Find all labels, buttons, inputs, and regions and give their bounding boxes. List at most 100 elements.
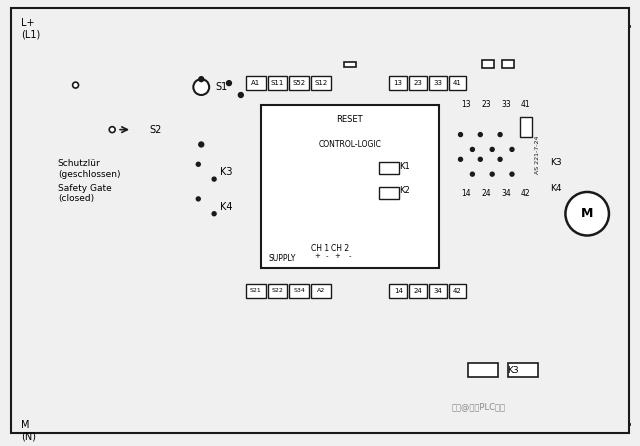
- Text: 42: 42: [521, 190, 531, 198]
- Text: 14: 14: [461, 190, 471, 198]
- Bar: [311, 76, 331, 90]
- Circle shape: [470, 148, 474, 151]
- Bar: [389, 76, 407, 90]
- Circle shape: [458, 157, 463, 161]
- Circle shape: [565, 192, 609, 235]
- Text: 34: 34: [501, 190, 511, 198]
- Text: 23: 23: [481, 100, 491, 109]
- Text: A1: A1: [251, 80, 260, 86]
- Text: +: +: [334, 253, 340, 259]
- Text: K4: K4: [220, 202, 232, 212]
- Text: 33: 33: [433, 80, 442, 86]
- Circle shape: [490, 172, 494, 176]
- Text: CH 2: CH 2: [331, 244, 349, 253]
- Text: S21: S21: [250, 289, 262, 293]
- Bar: [389, 284, 407, 298]
- Bar: [268, 284, 287, 298]
- Circle shape: [212, 212, 216, 216]
- Circle shape: [199, 77, 204, 82]
- Circle shape: [72, 82, 79, 88]
- Circle shape: [196, 197, 200, 201]
- Circle shape: [227, 81, 232, 86]
- Text: S11: S11: [271, 80, 284, 86]
- Circle shape: [193, 79, 209, 95]
- Text: 34: 34: [433, 288, 442, 294]
- Text: S1: S1: [215, 82, 227, 92]
- Circle shape: [470, 172, 474, 176]
- Text: S22: S22: [271, 289, 284, 293]
- Text: K1: K1: [399, 162, 410, 171]
- Bar: [449, 76, 467, 90]
- Bar: [468, 363, 498, 377]
- Bar: [311, 284, 331, 298]
- Text: 23: 23: [413, 80, 422, 86]
- Bar: [268, 76, 287, 90]
- Text: SUPPLY: SUPPLY: [269, 254, 296, 263]
- Text: A2: A2: [317, 289, 325, 293]
- Circle shape: [109, 127, 115, 132]
- Circle shape: [212, 177, 216, 181]
- Text: -: -: [348, 253, 351, 259]
- Text: 41: 41: [521, 100, 531, 109]
- Circle shape: [199, 142, 204, 147]
- Bar: [246, 76, 266, 90]
- Bar: [508, 363, 538, 377]
- Text: +: +: [314, 253, 320, 259]
- Text: CH 1: CH 1: [311, 244, 329, 253]
- Circle shape: [238, 92, 243, 98]
- Bar: [449, 284, 467, 298]
- Text: 13: 13: [394, 80, 403, 86]
- Bar: [380, 162, 399, 174]
- Bar: [246, 284, 266, 298]
- Bar: [409, 284, 427, 298]
- Bar: [502, 60, 514, 68]
- Bar: [260, 105, 439, 268]
- Text: CONTROL-LOGIC: CONTROL-LOGIC: [318, 140, 381, 149]
- Text: S12: S12: [314, 80, 328, 86]
- Text: K3: K3: [220, 167, 232, 177]
- Text: 13: 13: [461, 100, 471, 109]
- Text: 头条@技成PLC课堂: 头条@技成PLC课堂: [451, 402, 506, 411]
- Bar: [458, 70, 552, 214]
- Circle shape: [510, 148, 514, 151]
- Text: K3: K3: [507, 366, 519, 375]
- Text: 42: 42: [453, 288, 462, 294]
- Circle shape: [498, 157, 502, 161]
- Text: S2: S2: [150, 124, 162, 135]
- Text: K3: K3: [550, 158, 561, 167]
- Bar: [236, 85, 483, 278]
- Text: S34: S34: [293, 289, 305, 293]
- Text: K2: K2: [399, 186, 410, 195]
- Circle shape: [478, 132, 483, 136]
- Text: S52: S52: [292, 80, 306, 86]
- Bar: [289, 76, 309, 90]
- Circle shape: [498, 132, 502, 136]
- Bar: [429, 284, 447, 298]
- Text: 14: 14: [394, 288, 403, 294]
- Circle shape: [478, 157, 483, 161]
- Text: Schutzlür
(geschlossen): Schutzlür (geschlossen): [58, 159, 120, 179]
- Text: K4: K4: [550, 183, 561, 193]
- Circle shape: [510, 172, 514, 176]
- Text: AS 221-7-24: AS 221-7-24: [535, 135, 540, 173]
- Text: 41: 41: [453, 80, 462, 86]
- Bar: [520, 117, 532, 136]
- Text: L+
(L1): L+ (L1): [21, 18, 40, 39]
- Text: -: -: [326, 253, 328, 259]
- Text: M: M: [581, 207, 593, 220]
- Text: RESET: RESET: [337, 115, 363, 124]
- Text: 33: 33: [501, 100, 511, 109]
- Circle shape: [458, 132, 463, 136]
- Text: Safety Gate
(closed): Safety Gate (closed): [58, 184, 111, 203]
- Circle shape: [490, 148, 494, 151]
- Text: M
(N): M (N): [21, 420, 36, 441]
- Bar: [380, 187, 399, 199]
- Text: 24: 24: [413, 288, 422, 294]
- Circle shape: [196, 162, 200, 166]
- Bar: [344, 62, 356, 67]
- Bar: [483, 60, 494, 68]
- Text: 24: 24: [481, 190, 491, 198]
- Bar: [429, 76, 447, 90]
- Bar: [289, 284, 309, 298]
- Bar: [409, 76, 427, 90]
